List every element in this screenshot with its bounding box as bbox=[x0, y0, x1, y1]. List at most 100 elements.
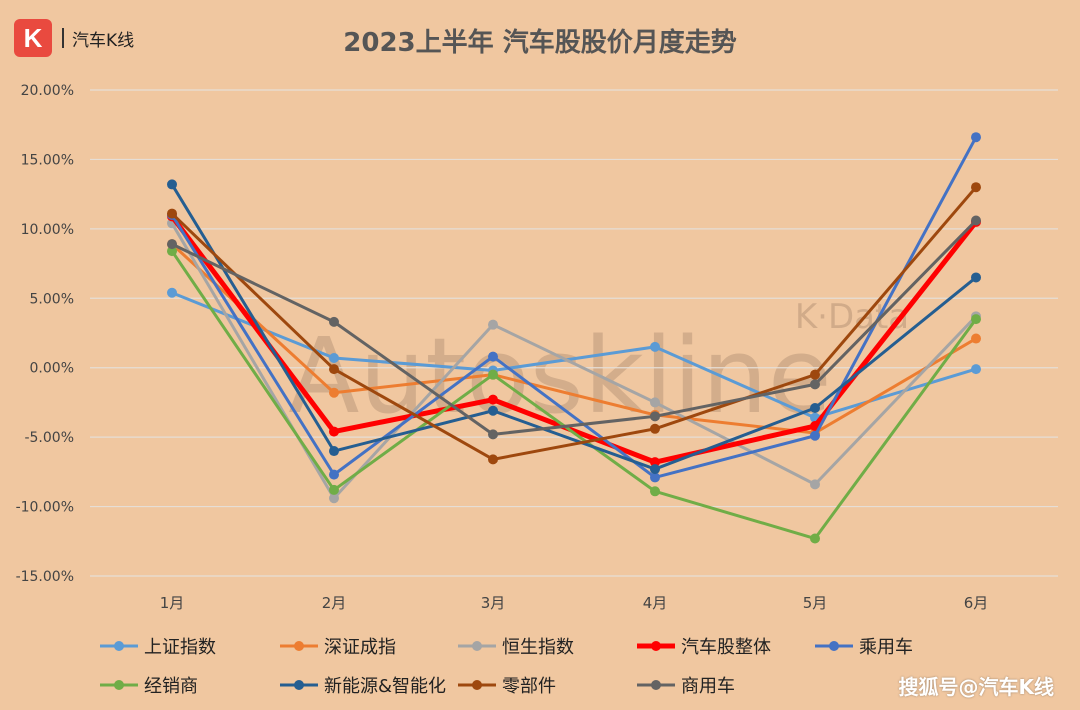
x-tick-label: 1月 bbox=[160, 594, 185, 612]
data-point bbox=[650, 423, 660, 434]
data-point bbox=[971, 314, 981, 325]
x-tick-label: 2月 bbox=[322, 594, 347, 612]
data-point bbox=[971, 364, 981, 375]
logo-separator bbox=[62, 28, 64, 48]
legend-marker bbox=[472, 641, 482, 651]
data-point bbox=[650, 486, 660, 497]
legend-item: 上证指数 bbox=[100, 637, 216, 658]
series-line bbox=[170, 186, 978, 461]
legend-label: 深证成指 bbox=[324, 637, 396, 658]
y-tick-label: -10.00% bbox=[16, 500, 74, 516]
data-point bbox=[810, 402, 820, 413]
data-point bbox=[810, 430, 820, 441]
source-credit: 搜狐号@汽车K线 bbox=[898, 675, 1055, 699]
data-point bbox=[488, 351, 498, 362]
data-point bbox=[488, 405, 498, 416]
data-point bbox=[329, 352, 339, 363]
chart-title: 2023上半年 汽车股股价月度走势 bbox=[343, 28, 737, 58]
series-line bbox=[171, 219, 978, 436]
data-point bbox=[329, 387, 339, 398]
legend-marker bbox=[651, 641, 661, 651]
series-line bbox=[171, 291, 977, 420]
legend-item: 乘用车 bbox=[815, 637, 913, 658]
data-point bbox=[810, 379, 820, 390]
brand-logo: K 汽车K线 bbox=[14, 14, 162, 62]
legend-item: 汽车股整体 bbox=[637, 637, 771, 658]
data-point bbox=[971, 272, 981, 283]
data-point bbox=[488, 394, 498, 405]
series-line bbox=[170, 214, 978, 465]
legend-marker bbox=[114, 641, 124, 651]
y-tick-label: 5.00% bbox=[30, 291, 74, 307]
x-tick-label: 3月 bbox=[481, 594, 506, 612]
watermark-text: Autoskline bbox=[288, 315, 832, 437]
legend-marker bbox=[829, 641, 839, 651]
series-8 bbox=[167, 215, 981, 440]
data-point bbox=[971, 333, 981, 344]
data-point bbox=[650, 397, 660, 408]
x-tick-label: 6月 bbox=[964, 594, 989, 612]
data-point bbox=[329, 446, 339, 457]
legend-label: 上证指数 bbox=[144, 637, 216, 658]
legend-item: 零部件 bbox=[458, 676, 556, 697]
series-line bbox=[170, 243, 977, 435]
data-point bbox=[329, 316, 339, 327]
data-point bbox=[650, 341, 660, 352]
data-point bbox=[167, 208, 177, 219]
series-line bbox=[170, 183, 977, 471]
data-point bbox=[329, 484, 339, 495]
legend-marker bbox=[114, 680, 124, 690]
data-point bbox=[488, 319, 498, 330]
series-0 bbox=[167, 287, 981, 423]
data-point bbox=[971, 182, 981, 193]
legend-label: 乘用车 bbox=[859, 637, 913, 658]
series-5 bbox=[167, 246, 981, 544]
legend-label: 汽车股整体 bbox=[681, 637, 771, 658]
data-point bbox=[329, 493, 339, 504]
series-7 bbox=[167, 182, 981, 465]
data-point bbox=[488, 454, 498, 465]
legend-marker bbox=[294, 641, 304, 651]
data-point bbox=[650, 457, 660, 468]
data-point bbox=[488, 369, 498, 380]
data-point bbox=[650, 472, 660, 483]
data-point bbox=[329, 426, 339, 437]
y-tick-label: 20.00% bbox=[21, 83, 74, 99]
legend-marker bbox=[472, 680, 482, 690]
legend-marker bbox=[651, 680, 661, 690]
legend-item: 商用车 bbox=[637, 676, 735, 697]
data-point bbox=[167, 179, 177, 190]
x-tick-label: 5月 bbox=[803, 594, 828, 612]
y-tick-label: -5.00% bbox=[24, 430, 74, 446]
legend-label: 商用车 bbox=[681, 676, 735, 697]
y-tick-label: 15.00% bbox=[21, 152, 74, 168]
data-point bbox=[488, 429, 498, 440]
data-point bbox=[650, 411, 660, 422]
data-point bbox=[329, 364, 339, 375]
series-line bbox=[170, 250, 978, 541]
data-point bbox=[167, 287, 177, 298]
data-point bbox=[167, 246, 177, 257]
data-point bbox=[329, 469, 339, 480]
k-logo-icon: K bbox=[14, 19, 52, 57]
legend-label: 恒生指数 bbox=[502, 637, 574, 658]
legend-marker bbox=[294, 680, 304, 690]
legend-item: 恒生指数 bbox=[458, 637, 574, 658]
y-tick-label: -15.00% bbox=[16, 569, 74, 585]
data-point bbox=[810, 479, 820, 490]
legend-label: 新能源&智能化 bbox=[324, 676, 446, 697]
data-point bbox=[167, 239, 177, 250]
data-point bbox=[810, 369, 820, 380]
legend-label: 零部件 bbox=[502, 676, 556, 697]
y-tick-label: 10.00% bbox=[21, 222, 74, 238]
data-point bbox=[971, 132, 981, 143]
legend-item: 新能源&智能化 bbox=[280, 676, 446, 697]
legend-label: 经销商 bbox=[144, 676, 198, 697]
x-tick-label: 4月 bbox=[643, 594, 668, 612]
data-point bbox=[810, 533, 820, 544]
legend-item: 深证成指 bbox=[280, 637, 396, 658]
data-point bbox=[971, 215, 981, 226]
legend-item: 经销商 bbox=[100, 676, 198, 697]
data-point bbox=[650, 464, 660, 475]
